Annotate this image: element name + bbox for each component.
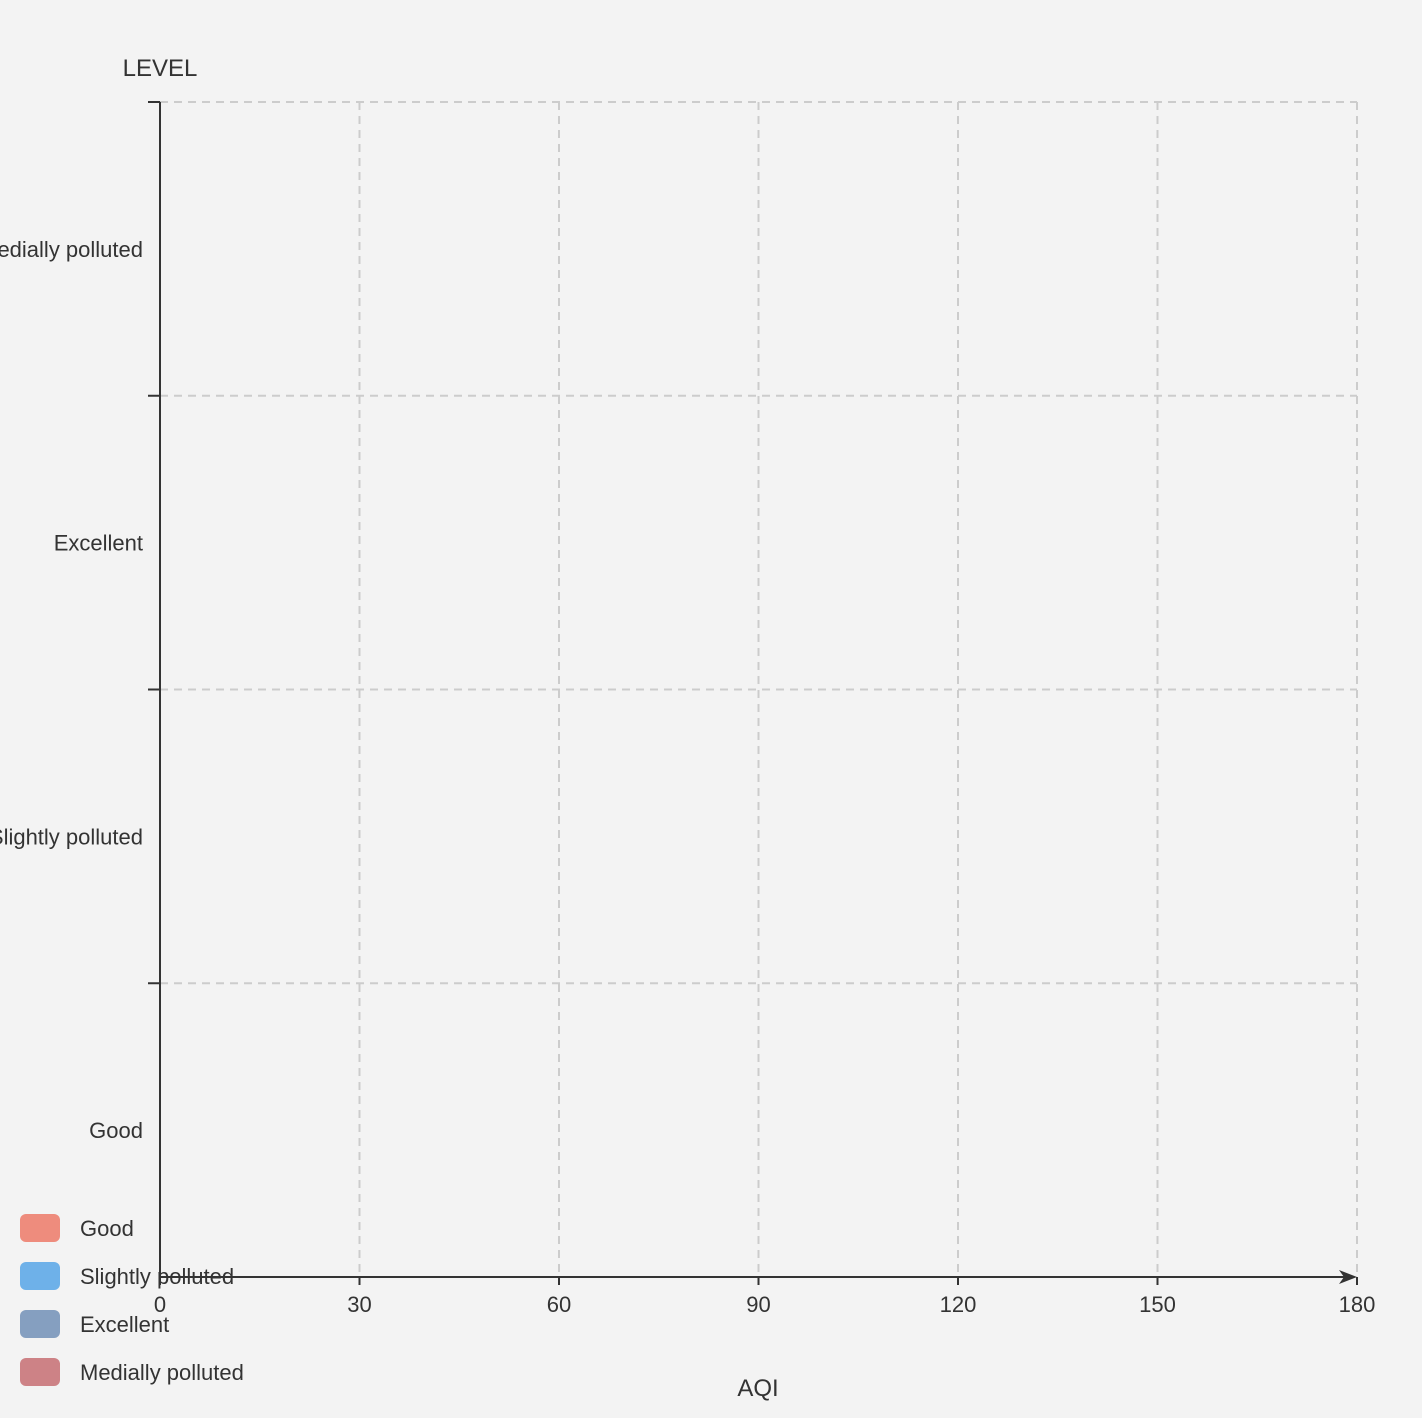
legend-label: Excellent <box>80 1312 169 1337</box>
x-tick-label: 150 <box>1139 1292 1176 1317</box>
y-tick-label: Medially polluted <box>0 237 143 262</box>
axes <box>148 101 1358 1285</box>
legend-swatch <box>20 1310 60 1338</box>
legend-swatch <box>20 1214 60 1242</box>
x-axis-arrow <box>1339 1270 1357 1284</box>
legend-item[interactable]: Good <box>20 1214 134 1242</box>
legend-item[interactable]: Slightly polluted <box>20 1262 234 1290</box>
x-tick-label: 120 <box>940 1292 977 1317</box>
legend-item[interactable]: Excellent <box>20 1310 169 1338</box>
x-tick-label: 0 <box>154 1292 166 1317</box>
y-tick-label: Slightly polluted <box>0 824 143 849</box>
legend-swatch <box>20 1262 60 1290</box>
legend-label: Slightly polluted <box>80 1264 234 1289</box>
y-tick-label: Good <box>89 1118 143 1143</box>
x-tick-label: 90 <box>746 1292 770 1317</box>
x-tick-label: 30 <box>347 1292 371 1317</box>
x-tick-label: 180 <box>1339 1292 1376 1317</box>
y-tick-label: Excellent <box>54 531 143 556</box>
legend-label: Good <box>80 1216 134 1241</box>
y-axis-title: LEVEL <box>123 55 198 82</box>
legend-swatch <box>20 1358 60 1386</box>
grid <box>160 101 1358 1277</box>
legend-label: Medially polluted <box>80 1360 244 1385</box>
x-tick-label: 60 <box>547 1292 571 1317</box>
tick-labels: 0 30 60 90 120 150 180 Good Slightly polluted Exc… <box>0 237 1375 1317</box>
x-axis-title: AQI <box>737 1375 778 1402</box>
legend-item[interactable]: Medially polluted <box>20 1358 244 1386</box>
legend[interactable]: Good Slightly polluted Excellent Medially p… <box>20 1214 244 1386</box>
